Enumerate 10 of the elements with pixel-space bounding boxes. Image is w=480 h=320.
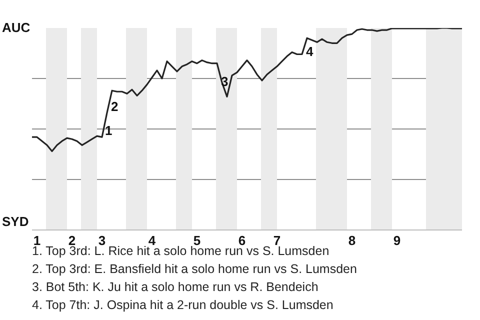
annotation: 2 — [111, 99, 118, 114]
annotation: 4 — [306, 44, 314, 59]
text: 3. Bot 5th: K. Ju hit a solo home run vs R. Bendeich — [32, 279, 320, 296]
text: SYD — [2, 214, 29, 230]
x-tick-label: 8 — [348, 233, 356, 248]
text: 4. Top 7th: J. Ospina hit a 2-run double vs S. Lumsden — [32, 297, 334, 314]
annotation: 1 — [105, 123, 112, 138]
text: AUC — [2, 20, 30, 36]
x-tick-label: 9 — [393, 233, 401, 248]
text: 2. Top 3rd: E. Bansfield hit a solo home run vs S. Lumsden — [32, 261, 357, 278]
